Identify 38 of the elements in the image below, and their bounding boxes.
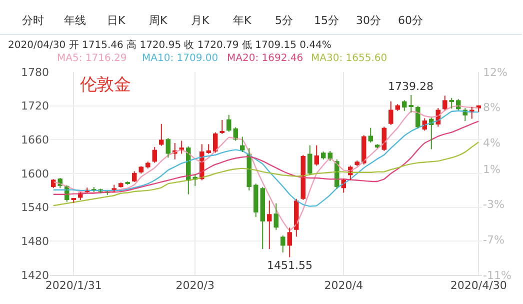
y2-tick-label: 1%	[483, 162, 500, 176]
text: MA5: 1716.29	[57, 53, 127, 64]
y-tick-label: 1540	[21, 201, 49, 214]
y-tick-label: 1600	[21, 167, 49, 180]
y-tick-label: 1720	[21, 100, 49, 113]
y-tick-label: 1660	[21, 134, 49, 147]
y-tick-label: 1780	[21, 66, 49, 79]
text: 日K	[107, 14, 126, 27]
x-tick-label: 2020/1/31	[45, 279, 102, 292]
y-tick-label: 1420	[21, 268, 49, 282]
chart-title: 伦敦金	[80, 74, 131, 95]
y2-tick-label: -11%	[483, 268, 512, 282]
x-tick-label: 2020/3	[176, 279, 214, 292]
text: 30分	[356, 14, 381, 27]
text: 月K	[191, 14, 210, 27]
text: 年K	[233, 14, 252, 27]
text: 15分	[314, 14, 339, 27]
text: 5分	[275, 14, 293, 27]
y2-tick-label: 4%	[483, 136, 500, 150]
text: 年线	[64, 14, 86, 27]
line-series	[52, 142, 480, 206]
text: 60分	[398, 14, 423, 27]
x-tick-label: 2020/4/30	[450, 279, 507, 292]
y2-tick-label: -3%	[483, 198, 504, 212]
text: MA20: 1692.46	[227, 53, 304, 64]
y-tick-label: 1480	[21, 235, 49, 248]
text: 周K	[149, 14, 168, 27]
annotation: 1451.55	[267, 259, 312, 272]
chart-subtitle: 2020/04/30 开 1715.46 高 1720.95 收 1720.79 低 1709.15 0.44%	[8, 39, 332, 51]
text: MA10: 1709.00	[142, 53, 218, 64]
y2-tick-label: -7%	[483, 234, 504, 247]
y2-tick-label: 8%	[483, 101, 500, 114]
text: MA30: 1655.60	[311, 53, 388, 64]
text: 分时	[22, 14, 44, 27]
x-tick-label: 2020/4	[324, 279, 363, 292]
line-series	[52, 110, 480, 207]
y2-tick-label: 12%	[483, 66, 508, 79]
annotation: 1739.28	[388, 80, 434, 93]
